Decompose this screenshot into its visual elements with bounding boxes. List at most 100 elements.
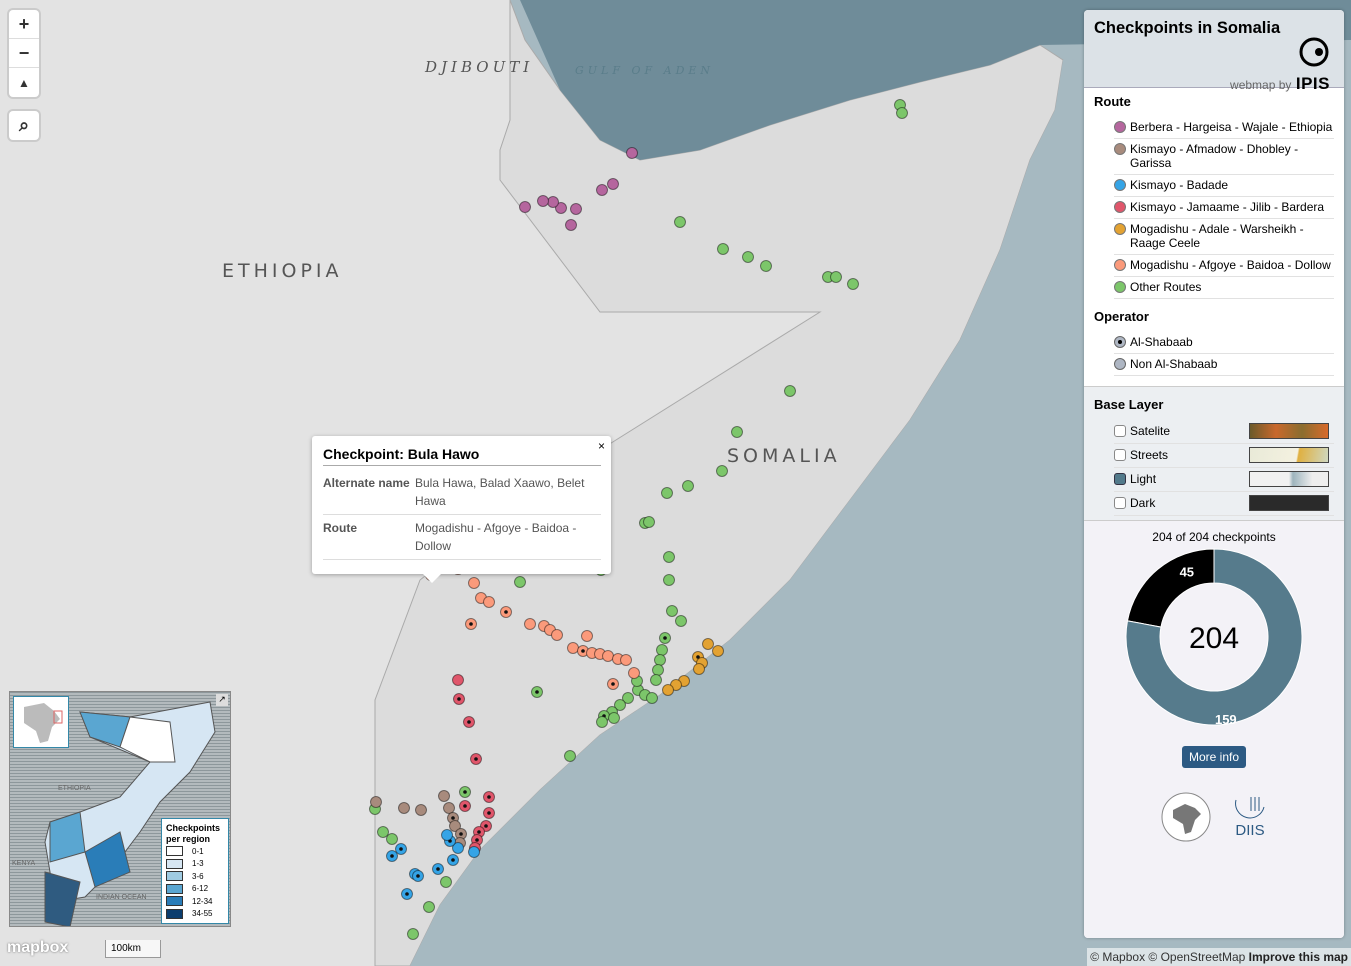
donut-slice-al-shabaab[interactable] bbox=[1126, 548, 1215, 628]
checkpoint-marker[interactable] bbox=[643, 516, 655, 528]
checkpoint-marker[interactable] bbox=[567, 642, 579, 654]
checkpoint-marker[interactable] bbox=[670, 679, 682, 691]
checkpoint-marker[interactable] bbox=[441, 829, 453, 841]
mapbox-logo[interactable]: mapbox bbox=[7, 939, 69, 956]
base-layer-option[interactable]: Satelite bbox=[1114, 420, 1334, 444]
checkpoint-marker[interactable] bbox=[581, 630, 593, 642]
checkpoint-marker[interactable] bbox=[449, 820, 461, 832]
checkpoint-marker[interactable] bbox=[847, 278, 859, 290]
zoom-in-button[interactable]: + bbox=[9, 10, 39, 39]
checkpoint-marker[interactable] bbox=[646, 692, 658, 704]
checkpoint-marker[interactable] bbox=[654, 654, 666, 666]
checkpoint-marker[interactable] bbox=[452, 674, 464, 686]
checkpoint-marker[interactable] bbox=[626, 147, 638, 159]
route-filter-item[interactable]: Kismayo - Jamaame - Jilib - Bardera bbox=[1114, 197, 1334, 219]
route-filter-item[interactable]: Other Routes bbox=[1114, 277, 1334, 299]
checkpoint-marker[interactable] bbox=[596, 184, 608, 196]
checkpoint-marker[interactable] bbox=[656, 644, 668, 656]
base-layer-option[interactable]: Streets bbox=[1114, 444, 1334, 468]
operator-radio-icon[interactable] bbox=[1114, 336, 1126, 348]
checkpoint-marker[interactable] bbox=[415, 804, 427, 816]
checkpoint-marker[interactable] bbox=[438, 790, 450, 802]
checkpoint-marker[interactable] bbox=[663, 551, 675, 563]
base-layer-checkbox[interactable] bbox=[1114, 425, 1126, 437]
route-filter-item[interactable]: Kismayo - Badade bbox=[1114, 175, 1334, 197]
checkpoint-marker[interactable] bbox=[555, 202, 567, 214]
ipis-logo[interactable]: webmap by IPIS bbox=[1230, 37, 1330, 94]
popup-close-button[interactable]: × bbox=[597, 439, 605, 453]
route-filter-item[interactable]: Berbera - Hargeisa - Wajale - Ethiopia bbox=[1114, 117, 1334, 139]
checkpoint-marker[interactable] bbox=[742, 251, 754, 263]
checkpoint-marker[interactable] bbox=[712, 645, 724, 657]
checkpoint-marker[interactable] bbox=[652, 664, 664, 676]
checkpoint-marker[interactable] bbox=[407, 928, 419, 940]
checkpoint-marker[interactable] bbox=[483, 596, 495, 608]
expand-icon[interactable]: ↗ bbox=[216, 694, 228, 706]
more-info-button[interactable]: More info bbox=[1181, 746, 1247, 768]
checkpoint-marker[interactable] bbox=[468, 846, 480, 858]
checkpoint-marker[interactable] bbox=[423, 901, 435, 913]
checkpoint-marker[interactable] bbox=[565, 219, 577, 231]
checkpoint-marker[interactable] bbox=[370, 796, 382, 808]
checkpoint-marker[interactable] bbox=[674, 216, 686, 228]
checkpoint-marker[interactable] bbox=[519, 201, 531, 213]
checkpoint-marker[interactable] bbox=[620, 654, 632, 666]
checkpoint-marker[interactable] bbox=[440, 876, 452, 888]
checkpoint-marker[interactable] bbox=[622, 692, 634, 704]
improve-map-link[interactable]: Improve this map bbox=[1248, 950, 1348, 964]
checkpoint-marker[interactable] bbox=[614, 699, 626, 711]
base-layer-checkbox[interactable] bbox=[1114, 497, 1126, 509]
checkpoint-marker[interactable] bbox=[607, 178, 619, 190]
checkpoint-marker[interactable] bbox=[377, 826, 389, 838]
checkpoint-marker[interactable] bbox=[731, 426, 743, 438]
checkpoint-marker[interactable] bbox=[514, 576, 526, 588]
checkpoint-marker[interactable] bbox=[537, 195, 549, 207]
operator-filter-item[interactable]: Non Al-Shabaab bbox=[1114, 354, 1334, 376]
checkpoint-marker[interactable] bbox=[443, 802, 455, 814]
attribution-text[interactable]: © Mapbox © OpenStreetMap bbox=[1090, 950, 1246, 964]
base-layer-checkbox[interactable] bbox=[1114, 473, 1126, 485]
checkpoint-marker[interactable] bbox=[650, 674, 662, 686]
overview-inset-map[interactable]: ETHIOPIA KENYA INDIAN OCEAN ↗ Checkpoint… bbox=[9, 691, 231, 927]
route-filter-item[interactable]: Kismayo - Afmadow - Dhobley - Garissa bbox=[1114, 139, 1334, 175]
base-layer-option[interactable]: Light bbox=[1114, 468, 1334, 492]
checkpoint-marker[interactable] bbox=[468, 577, 480, 589]
checkpoint-marker[interactable] bbox=[608, 712, 620, 724]
checkpoint-marker[interactable] bbox=[570, 203, 582, 215]
diis-logo[interactable]: DIIS bbox=[1233, 795, 1267, 839]
checkpoint-marker[interactable] bbox=[602, 650, 614, 662]
checkpoint-marker[interactable] bbox=[596, 716, 608, 728]
checkpoint-marker[interactable] bbox=[628, 667, 640, 679]
route-filter-item[interactable]: Mogadishu - Afgoye - Baidoa - Dollow bbox=[1114, 255, 1334, 277]
checkpoint-marker[interactable] bbox=[564, 750, 576, 762]
checkpoint-marker[interactable] bbox=[716, 465, 728, 477]
checkpoint-marker[interactable] bbox=[717, 243, 729, 255]
checkpoint-marker[interactable] bbox=[398, 802, 410, 814]
checkpoint-marker[interactable] bbox=[663, 574, 675, 586]
base-layer-checkbox[interactable] bbox=[1114, 449, 1126, 461]
operator-radio-icon[interactable] bbox=[1114, 358, 1126, 370]
checkpoint-marker[interactable] bbox=[830, 271, 842, 283]
checkpoint-marker[interactable] bbox=[661, 487, 673, 499]
search-icon[interactable]: ⌕ bbox=[18, 115, 30, 135]
checkpoint-marker[interactable] bbox=[386, 833, 398, 845]
checkpoint-marker[interactable] bbox=[524, 618, 536, 630]
checkpoint-marker[interactable] bbox=[547, 196, 559, 208]
checkpoint-marker[interactable] bbox=[693, 663, 705, 675]
operator-filter-item[interactable]: Al-Shabaab bbox=[1114, 332, 1334, 354]
checkpoint-marker[interactable] bbox=[675, 615, 687, 627]
checkpoint-marker[interactable] bbox=[784, 385, 796, 397]
checkpoint-marker[interactable] bbox=[702, 638, 714, 650]
zoom-out-button[interactable]: − bbox=[9, 39, 39, 68]
checkpoint-marker[interactable] bbox=[452, 842, 464, 854]
africa-logo-icon[interactable] bbox=[1161, 792, 1211, 842]
base-layer-option[interactable]: Dark bbox=[1114, 492, 1334, 516]
checkpoint-marker[interactable] bbox=[760, 260, 772, 272]
donut-slice-non-al-shabaab[interactable] bbox=[1125, 548, 1303, 726]
compass-button[interactable]: ▲ bbox=[18, 75, 30, 90]
checkpoint-marker[interactable] bbox=[896, 107, 908, 119]
route-filter-item[interactable]: Mogadishu - Adale - Warsheikh - Raage Ce… bbox=[1114, 219, 1334, 255]
checkpoint-marker[interactable] bbox=[682, 480, 694, 492]
checkpoint-marker[interactable] bbox=[666, 605, 678, 617]
checkpoint-marker[interactable] bbox=[551, 629, 563, 641]
